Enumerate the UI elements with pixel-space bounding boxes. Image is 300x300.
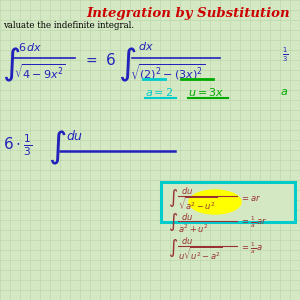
Text: $a^2+u^2$: $a^2+u^2$ bbox=[178, 223, 209, 235]
Text: $du$: $du$ bbox=[181, 211, 193, 221]
Text: $\int$: $\int$ bbox=[168, 187, 178, 209]
Text: valuate the indefinite integral.: valuate the indefinite integral. bbox=[3, 22, 134, 31]
Ellipse shape bbox=[189, 190, 241, 214]
Text: $\int$: $\int$ bbox=[118, 46, 136, 84]
Text: $dx$: $dx$ bbox=[138, 40, 154, 52]
Text: $\int$: $\int$ bbox=[2, 46, 20, 84]
Text: $a=2$: $a=2$ bbox=[145, 86, 173, 98]
Text: $du$: $du$ bbox=[66, 129, 83, 143]
Text: $u\sqrt{u^2-a^2}$: $u\sqrt{u^2-a^2}$ bbox=[178, 245, 223, 263]
Text: $du$: $du$ bbox=[181, 236, 193, 247]
Text: $6\cdot\frac{1}{3}$: $6\cdot\frac{1}{3}$ bbox=[3, 132, 32, 158]
Text: $\int$: $\int$ bbox=[48, 129, 66, 167]
Text: Integration by Substitution: Integration by Substitution bbox=[86, 7, 290, 20]
Text: $\sqrt{a^2-u^2}$: $\sqrt{a^2-u^2}$ bbox=[178, 195, 218, 213]
Text: $=\frac{1}{a}\,ar$: $=\frac{1}{a}\,ar$ bbox=[240, 214, 267, 230]
FancyBboxPatch shape bbox=[161, 182, 295, 222]
Text: $6$: $6$ bbox=[105, 52, 116, 68]
Text: $\sqrt{4-9x^2}$: $\sqrt{4-9x^2}$ bbox=[14, 63, 66, 81]
Text: $u=3x$: $u=3x$ bbox=[188, 86, 224, 98]
Text: $=$: $=$ bbox=[83, 53, 98, 67]
Text: $\frac{1}{3}$: $\frac{1}{3}$ bbox=[282, 46, 288, 64]
Text: $\int$: $\int$ bbox=[168, 211, 178, 233]
Text: $=\frac{1}{a}\,a$: $=\frac{1}{a}\,a$ bbox=[240, 241, 263, 256]
Text: $\int$: $\int$ bbox=[168, 237, 178, 259]
Text: $\sqrt{(2)^2-(3x)^2}$: $\sqrt{(2)^2-(3x)^2}$ bbox=[130, 62, 206, 82]
Text: $6\,dx$: $6\,dx$ bbox=[18, 41, 43, 53]
Text: $=ar$: $=ar$ bbox=[240, 193, 261, 203]
Text: $a$: $a$ bbox=[280, 87, 288, 97]
Text: $du$: $du$ bbox=[181, 185, 193, 197]
